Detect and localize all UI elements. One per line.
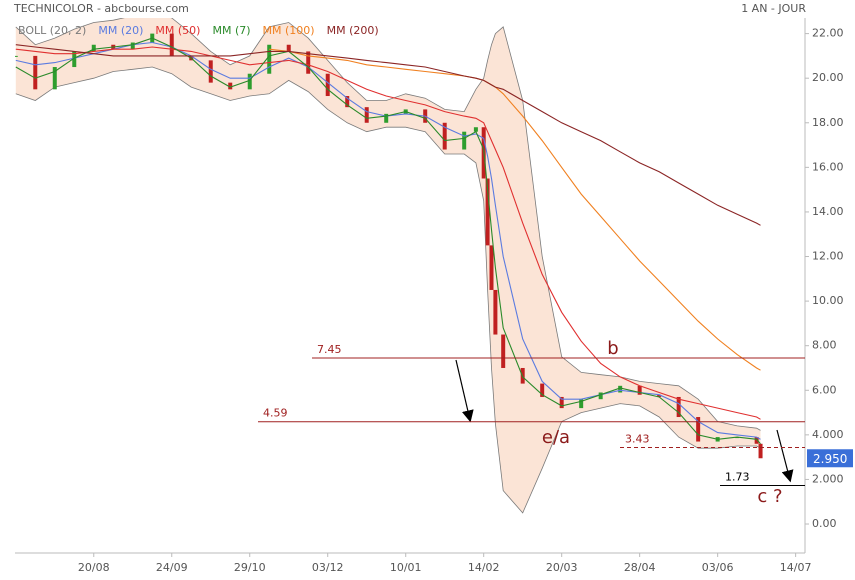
x-tick-label: 24/09 [156,561,188,574]
candle [91,44,96,52]
candle [33,55,38,90]
legend-entry: MM (100) [263,24,315,37]
candle [676,396,681,418]
annotation: c ? [757,486,782,507]
annotation: b [607,338,618,359]
candle [169,33,174,56]
y-tick-label: 2.000 [812,472,844,485]
arrow [776,429,794,483]
candle [473,127,478,132]
candle [758,443,763,459]
candle [540,383,545,397]
candle [462,131,467,150]
y-tick-label: 22.00 [812,27,844,40]
y-tick-label: 4.000 [812,428,844,441]
x-tick-label: 14/07 [780,561,812,574]
last-price-label: 2.950 [813,452,847,466]
x-tick-label: 29/10 [234,561,266,574]
legend-entry: MM (50) [155,24,200,37]
legend-entry: MM (200) [327,24,379,37]
candle [637,385,642,395]
x-tick-label: 10/01 [390,561,422,574]
y-tick-label: 18.00 [812,116,844,129]
x-tick-label: 20/03 [546,561,578,574]
y-tick-label: 12.00 [812,250,844,263]
candle [489,245,494,290]
y-tick-label: 14.00 [812,205,844,218]
candle [247,73,252,90]
moving-average [15,44,761,226]
period-label: 1 AN - JOUR [741,2,806,15]
moving-average [15,46,761,420]
candle [485,178,490,246]
legend-entry: BOLL (20, 2) [18,24,86,37]
legend-entry: MM (20) [98,24,143,37]
candle [754,437,759,444]
arrow [455,359,474,423]
chart-title: TECHNICOLOR - abcbourse.com [13,2,189,15]
plot-area [15,18,763,514]
candle [559,396,564,409]
x-tick-label: 03/06 [702,561,734,574]
annotation: e/a [542,427,570,448]
level-label: 3.43 [625,433,650,446]
candle [442,122,447,150]
candle [598,392,603,400]
bollinger-line [15,66,761,514]
legend-entry: MM (7) [212,24,250,37]
level-label: 1.73 [725,470,750,483]
y-tick-label: 16.00 [812,160,844,173]
level-label: 4.59 [263,407,288,420]
y-tick-label: 0.00 [812,517,837,530]
candle [657,394,662,397]
y-tick-label: 8.00 [812,339,837,352]
y-tick-label: 10.00 [812,294,844,307]
candle [267,44,272,74]
candle [306,51,311,74]
level-label: 7.45 [317,343,342,356]
candle [286,44,291,52]
candle [325,73,330,97]
bollinger-area [15,18,761,513]
candle [208,60,213,83]
bollinger-line [15,18,761,431]
candle [364,107,369,123]
candle [228,82,233,90]
x-tick-label: 28/04 [624,561,656,574]
moving-average [15,37,761,445]
candle [72,51,77,68]
candle [130,42,135,50]
candle [384,113,389,123]
x-tick-label: 14/02 [468,561,500,574]
last-price-box [807,449,853,468]
candle [52,67,57,90]
candle [501,334,506,368]
candle [696,417,701,442]
candle [15,55,18,57]
candle [579,399,584,409]
y-tick-label: 6.00 [812,383,837,396]
candle [345,96,350,108]
candle [493,289,498,335]
candle [618,385,623,393]
y-tick-label: 20.00 [812,71,844,84]
x-tick-label: 20/08 [78,561,110,574]
x-tick-label: 03/12 [312,561,344,574]
